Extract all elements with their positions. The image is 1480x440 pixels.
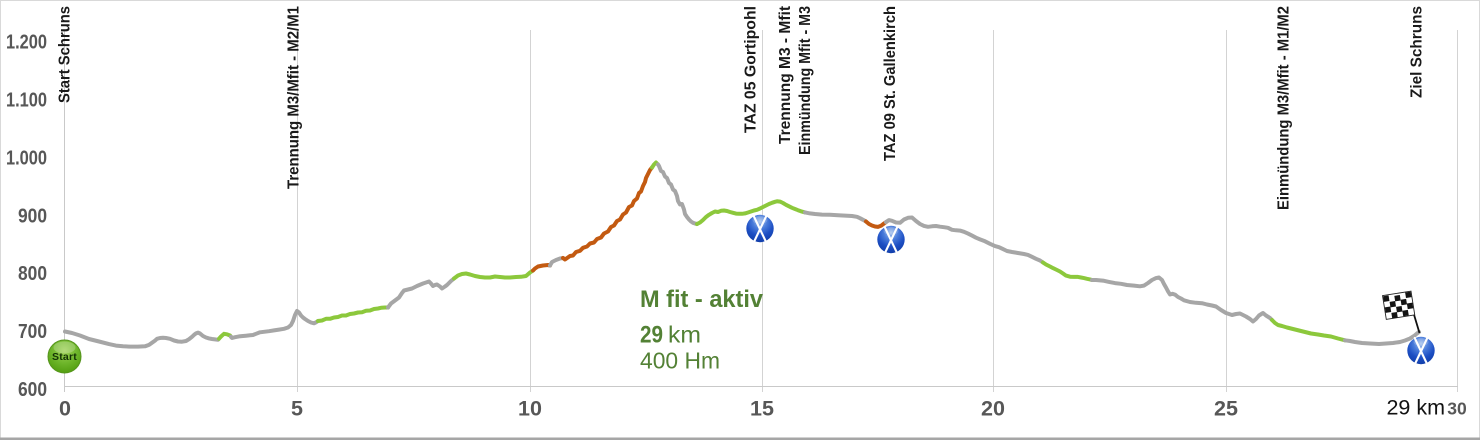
svg-text:29 km: 29 km [1386,396,1445,420]
svg-text:20: 20 [981,397,1005,421]
svg-text:0: 0 [59,397,71,421]
svg-text:30: 30 [1447,399,1467,419]
svg-text:Start Schruns: Start Schruns [57,6,74,103]
svg-text:M fit - aktiv: M fit - aktiv [640,286,764,313]
svg-text:600: 600 [18,379,47,401]
svg-text:TAZ 09 St. Gallenkirch: TAZ 09 St. Gallenkirch [882,6,899,161]
svg-text:29: 29 [640,322,663,349]
svg-text:900: 900 [18,205,47,227]
svg-text:1.000: 1.000 [6,148,47,170]
svg-text:TAZ 05 Gortipohl: TAZ 05 Gortipohl [743,6,760,133]
svg-text:1.200: 1.200 [6,32,47,54]
svg-text:25: 25 [1214,397,1238,421]
svg-text:1.100: 1.100 [6,90,47,112]
svg-text:5: 5 [291,397,303,421]
svg-text:10: 10 [518,397,542,421]
svg-text:km: km [668,322,701,348]
svg-text:800: 800 [18,263,47,285]
svg-text:Trennung M3/Mfit - M2/M1: Trennung M3/Mfit - M2/M1 [286,6,303,189]
svg-text:400 Hm: 400 Hm [640,348,720,374]
svg-text:700: 700 [18,321,47,343]
svg-text:Einmündung M3/Mfit - M1/M2: Einmündung M3/Mfit - M1/M2 [1276,6,1293,210]
svg-text:Trennung M3 - Mfit: Trennung M3 - Mfit [777,5,794,144]
svg-text:Ziel Schruns: Ziel Schruns [1409,6,1426,98]
svg-text:15: 15 [750,397,774,421]
svg-text:Einmündung Mfit - M3: Einmündung Mfit - M3 [797,6,814,155]
svg-text:Start: Start [52,351,77,363]
